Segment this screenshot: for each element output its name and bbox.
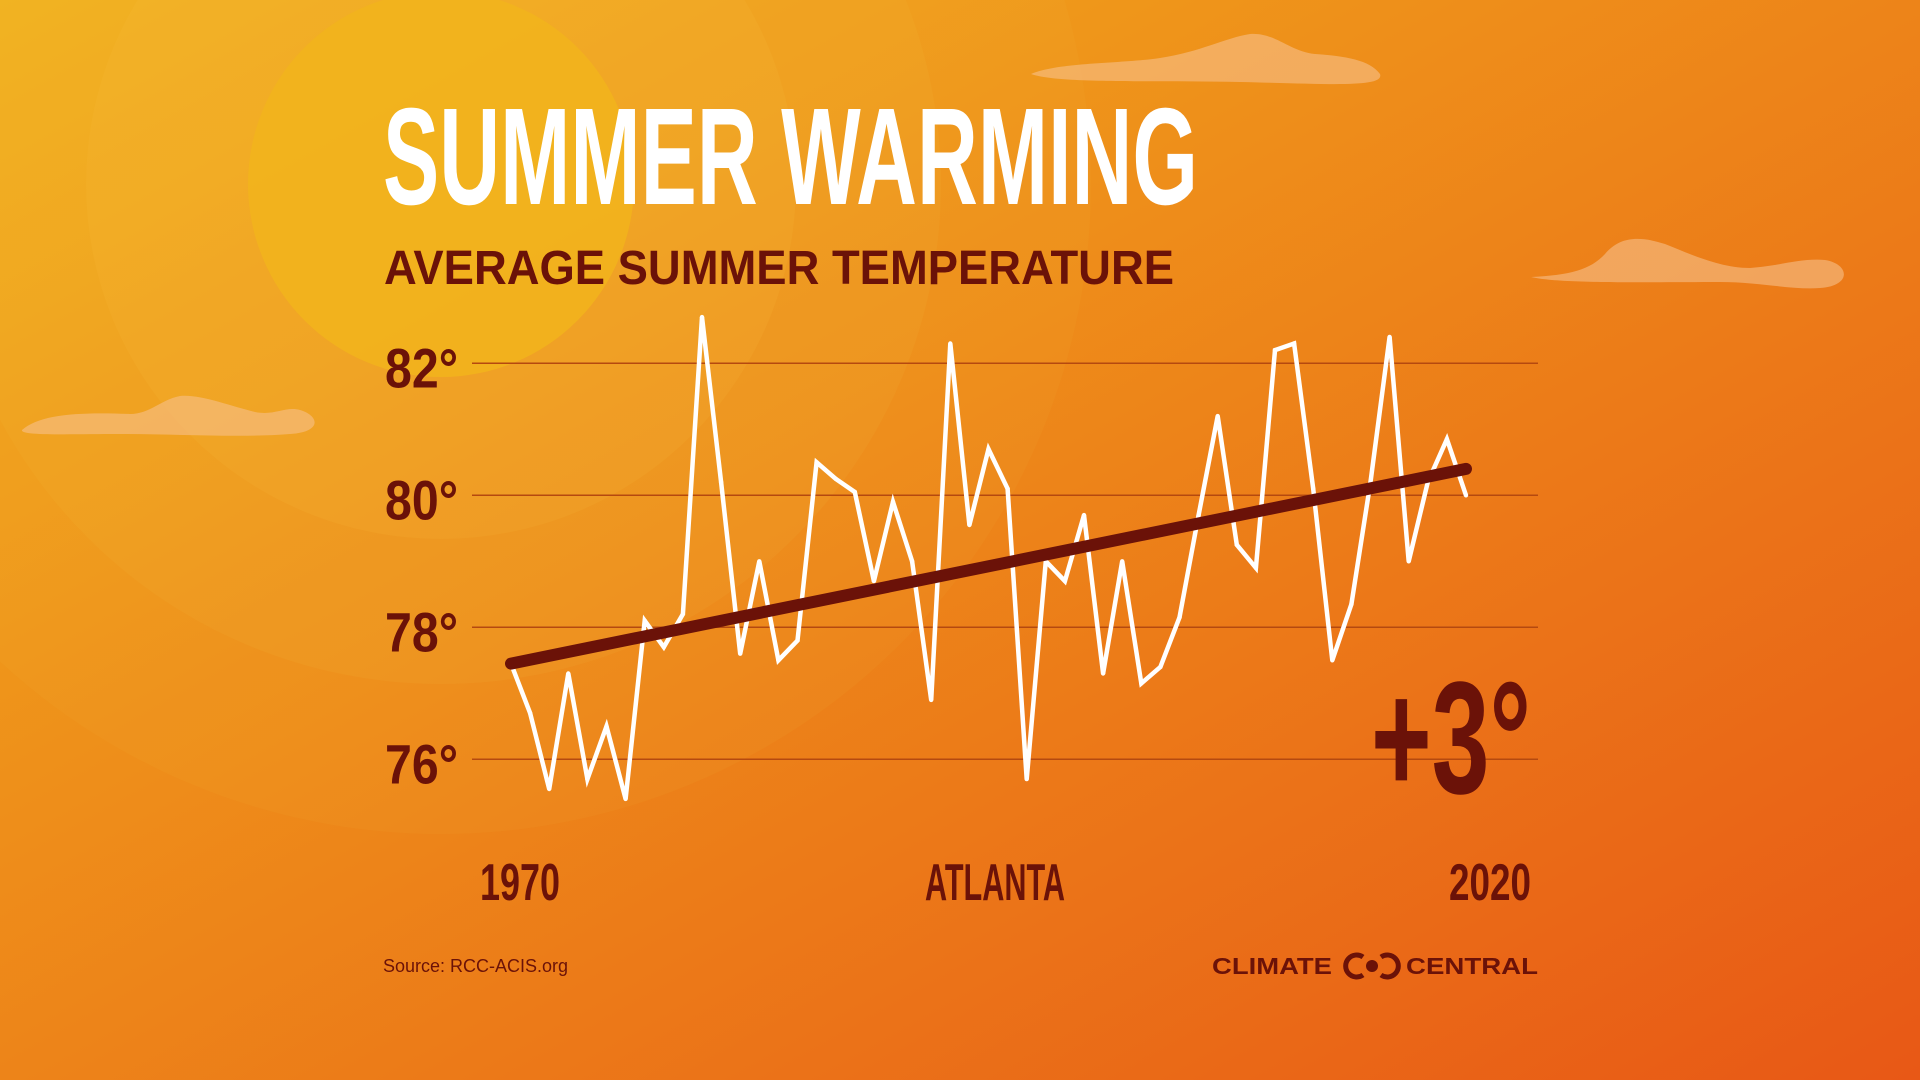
data-point (718, 479, 724, 485)
data-point (699, 314, 705, 320)
data-point (1253, 565, 1259, 571)
cloud-top (1031, 33, 1381, 85)
data-point (1215, 413, 1220, 419)
data-point (642, 618, 647, 623)
page-subtitle: AVERAGE SUMMER TEMPERATURE (384, 242, 1174, 295)
data-point (1196, 512, 1201, 518)
data-point (795, 638, 800, 643)
y-axis-ticks: 82° 80° 78° 76° (385, 336, 458, 795)
climate-central-logo: CLIMATE CENTRAL (1212, 952, 1538, 980)
data-point (1406, 559, 1411, 564)
data-point (1234, 542, 1240, 547)
data-point (1100, 671, 1106, 676)
clouds (21, 33, 1844, 436)
data-point (1062, 578, 1068, 584)
data-point (1081, 512, 1087, 518)
data-point (948, 341, 953, 346)
data-point (871, 578, 877, 584)
data-point (1311, 486, 1316, 491)
cloud-right (1531, 238, 1844, 289)
logo-mark-icon (1343, 952, 1401, 980)
data-point (776, 658, 781, 663)
data-point (1291, 341, 1297, 346)
data-point (967, 522, 972, 528)
page-title: SUMMER WARMING (383, 80, 1198, 234)
data-point (680, 611, 686, 617)
y-tick-label: 76° (385, 732, 458, 795)
data-point (833, 476, 838, 481)
y-tick-label: 82° (385, 336, 458, 399)
x-tick-label-start: 1970 (480, 854, 560, 912)
data-point (1120, 559, 1125, 564)
data-point (929, 697, 934, 703)
data-point (547, 786, 552, 792)
data-point (890, 499, 896, 505)
data-point (1444, 437, 1450, 442)
logo-text-right: CENTRAL (1406, 953, 1538, 979)
sun (0, 0, 1091, 834)
data-point (852, 489, 857, 495)
data-point (738, 651, 743, 656)
data-point (757, 559, 762, 564)
data-point (1387, 334, 1392, 340)
location-label: ATLANTA (925, 854, 1065, 912)
data-point (1005, 486, 1010, 491)
change-label: +3° (1371, 648, 1531, 827)
data-point (585, 776, 590, 782)
data-point (623, 796, 628, 802)
cloud-left (21, 395, 315, 436)
data-point (1139, 681, 1144, 686)
data-point (566, 671, 571, 676)
data-point (814, 460, 819, 465)
source-text: Source: RCC-ACIS.org (383, 956, 568, 976)
data-point (909, 559, 915, 564)
data-point (1024, 776, 1029, 782)
y-tick-label: 78° (385, 600, 458, 663)
data-points (508, 314, 1469, 802)
data-point (1330, 658, 1335, 663)
data-point (1158, 664, 1163, 670)
data-point (604, 724, 609, 729)
trend-line (505, 462, 1472, 670)
sun-disc (248, 0, 634, 377)
data-point (1272, 347, 1278, 353)
y-tick-label: 80° (385, 468, 458, 531)
data-point (1349, 602, 1354, 607)
data-point (661, 644, 666, 650)
data-point (1463, 493, 1469, 498)
data-point (986, 446, 991, 452)
logo-text-left: CLIMATE (1212, 953, 1332, 979)
data-point (1177, 615, 1182, 620)
data-point (527, 710, 533, 716)
x-tick-label-end: 2020 (1449, 854, 1531, 912)
